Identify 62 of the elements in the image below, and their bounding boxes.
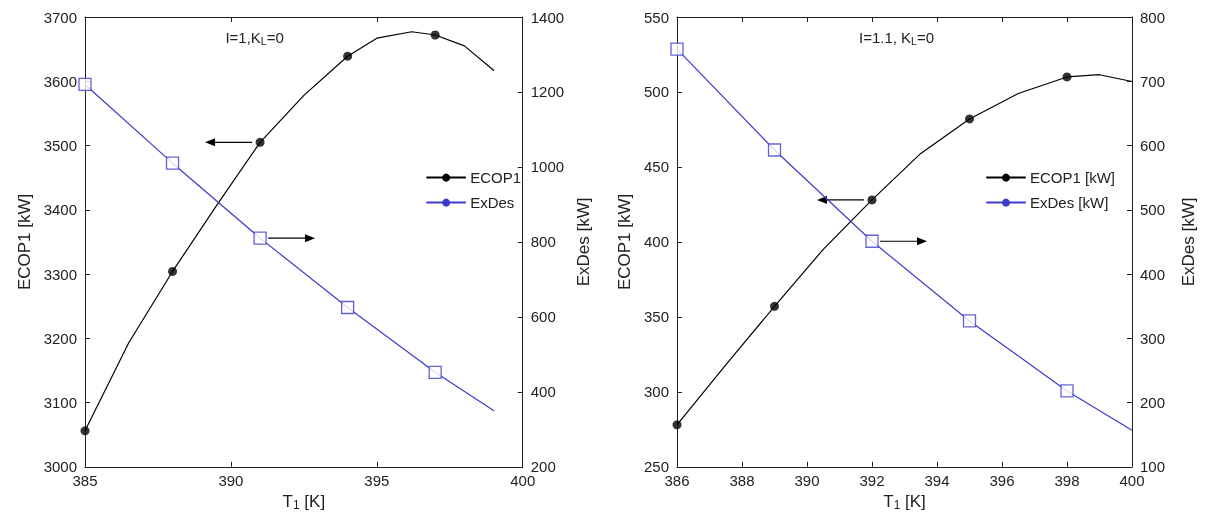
point (767, 143, 782, 157)
point (80, 426, 90, 436)
point (168, 266, 178, 276)
y-tick-label: 3100 (43, 394, 77, 412)
y-tick-label: 3500 (43, 137, 77, 155)
x-tick-label: 390 (794, 471, 820, 489)
y-tick-label: 350 (643, 308, 669, 326)
y2-tick-label: 200 (1140, 394, 1166, 412)
y2-tick-label: 800 (530, 233, 556, 251)
y-tick-label: 3600 (43, 72, 77, 90)
legend-label: ECOP1 (470, 169, 522, 187)
point (672, 420, 682, 430)
y2-tick-label: 800 (1140, 8, 1166, 26)
point (340, 300, 355, 315)
y-tick-label: 3700 (43, 8, 77, 26)
y-tick-label: 450 (643, 158, 669, 176)
point (962, 314, 977, 328)
y-tick-label: 500 (643, 83, 669, 101)
x-tick-label: 388 (729, 471, 755, 489)
point (865, 234, 879, 248)
point (430, 30, 440, 40)
y2-tick-label: 1200 (530, 83, 565, 101)
legend-label: ECOP1 [kW] (1029, 169, 1115, 187)
y2-tick-label: 700 (1140, 72, 1166, 90)
y-tick-label: 300 (643, 383, 669, 401)
y2-tick-label: 400 (1140, 265, 1166, 283)
y-tick-label: 3300 (43, 265, 77, 283)
y2-tick-label: 1000 (530, 158, 565, 176)
y2-tick-label: 500 (1140, 201, 1166, 219)
y2-tick-label: 300 (1140, 329, 1166, 347)
legend-label: ExDes (470, 194, 515, 212)
y-tick-label: 3200 (43, 329, 77, 347)
y-tick-label: 400 (643, 233, 669, 251)
point (428, 365, 442, 379)
y2-tick-label: 400 (530, 383, 556, 401)
point (1062, 72, 1072, 82)
x-tick-label: 395 (364, 471, 390, 489)
point (253, 231, 267, 245)
x-tick-label: 394 (924, 471, 950, 489)
y-tick-label: 3400 (43, 201, 77, 219)
y2-tick-label: 1400 (530, 8, 565, 26)
y2-tick-label: 600 (530, 308, 556, 326)
y-axis-title: ECOP1 [kW] (14, 193, 34, 291)
y-axis-title: ECOP1 [kW] (615, 193, 635, 291)
legend-label: ExDes [kW] (1029, 194, 1109, 212)
point (965, 114, 974, 124)
x-tick-label: 392 (859, 471, 885, 489)
point (867, 195, 877, 205)
x-tick-label: 398 (1054, 471, 1080, 489)
y2-axis-title: ExDes [kW] (1179, 197, 1198, 287)
point (343, 51, 353, 61)
point (165, 156, 180, 170)
point (1060, 384, 1074, 398)
y2-tick-label: 600 (1140, 137, 1166, 155)
y-tick-label: 550 (643, 8, 669, 26)
x-tick-label: 390 (218, 471, 244, 489)
x-tick-label: 396 (989, 471, 1015, 489)
y2-axis-title: ExDes [kW] (574, 197, 593, 287)
point (78, 77, 92, 92)
point (255, 137, 265, 147)
point (770, 301, 779, 311)
point (670, 42, 684, 56)
